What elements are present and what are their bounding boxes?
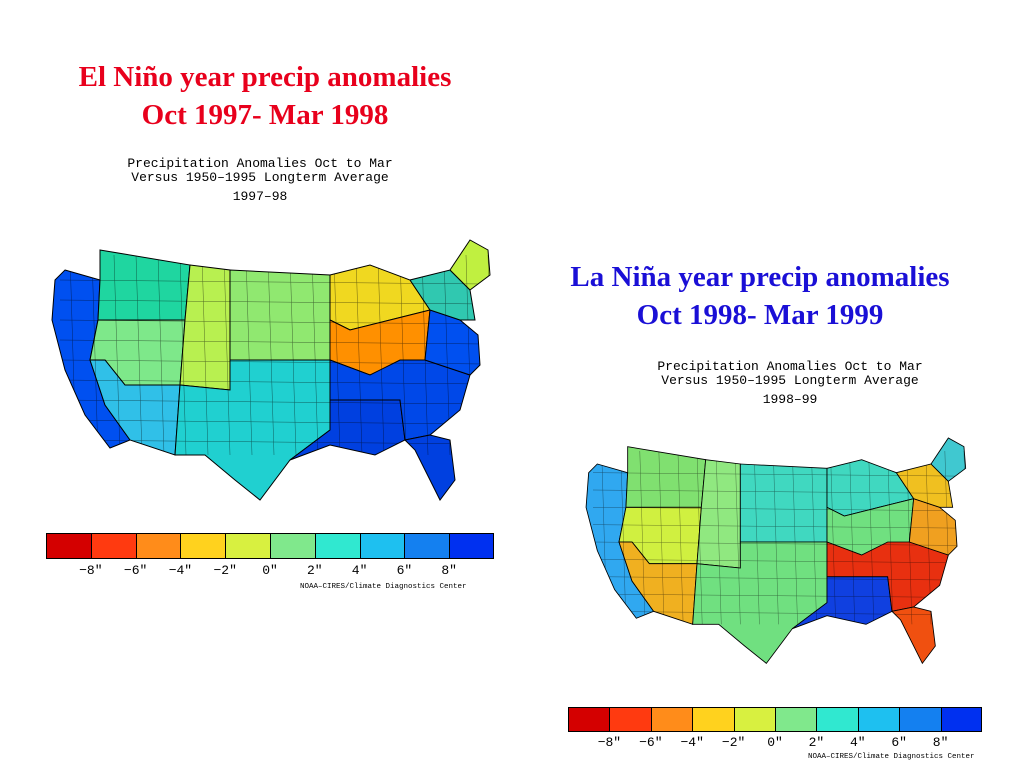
legend-swatch: [225, 533, 270, 559]
legend-tick-label: 8″: [932, 735, 949, 750]
legend-swatch: [449, 533, 494, 559]
region-maine: [449, 239, 491, 291]
legend-tick-label: −2″: [213, 563, 237, 578]
map-heading: Precipitation Anomalies Oct to Mar Versu…: [560, 360, 1020, 407]
legend-swatch: [774, 707, 817, 732]
legend-swatch: [568, 707, 610, 732]
map-heading-line1: Precipitation Anomalies Oct to Mar: [657, 359, 923, 374]
legend-tick-label: 2″: [808, 735, 825, 750]
legend-tick-label: −6″: [123, 563, 148, 578]
legend-swatch: [269, 533, 315, 559]
region-florida: [891, 606, 936, 665]
legend-swatch: [899, 707, 941, 732]
legend-swatch: [650, 707, 693, 732]
legend-tick-label: −8″: [597, 735, 622, 750]
legend-swatch: [180, 533, 226, 559]
legend-swatch: [46, 533, 91, 559]
legend-ticks: −8″ −6″ −4″ −2″ 0″ 2″ 4″ 6″ 8″: [46, 563, 494, 579]
la-nina-title-line1: La Niña year precip anomalies: [570, 261, 950, 293]
la-nina-title: La Niña year precip anomalies Oct 1998- …: [515, 258, 1005, 334]
legend-tick-label: 6″: [396, 563, 413, 578]
source-credit: NOAA–CIRES/Climate Diagnostics Center: [808, 753, 975, 761]
el-nino-title-line1: El Niño year precip anomalies: [78, 61, 452, 93]
la-nina-title-line2: Oct 1998- Mar 1999: [636, 299, 884, 331]
legend-swatch: [359, 533, 405, 559]
legend-tick-label: 4″: [351, 563, 368, 578]
legend-tick-label: 0″: [262, 563, 278, 578]
legend-swatch: [692, 707, 734, 732]
legend-swatch: [404, 533, 450, 559]
region-maine: [930, 437, 967, 482]
legend-tick-label: 8″: [441, 563, 457, 578]
region-northern-plains: [229, 269, 331, 361]
legend-tick-label: −4″: [168, 563, 193, 578]
legend-swatch: [135, 533, 181, 559]
el-nino-map-panel: Precipitation Anomalies Oct to Mar Versu…: [30, 150, 510, 600]
legend-tick-label: −2″: [721, 735, 746, 750]
legend-swatch: [816, 707, 858, 732]
legend-tick-label: 0″: [767, 735, 783, 750]
legend-tick-label: −4″: [680, 735, 704, 750]
el-nino-title-line2: Oct 1997- Mar 1998: [141, 99, 389, 131]
legend-swatch: [90, 533, 136, 559]
color-legend: [568, 707, 982, 732]
region-florida: [403, 434, 456, 501]
el-nino-title: El Niño year precip anomalies Oct 1997- …: [20, 58, 510, 134]
legend-ticks: −8″ −6″ −4″ −2″ 0″ 2″ 4″ 6″ 8″: [568, 735, 982, 751]
legend-swatch: [609, 707, 651, 732]
legend-swatch: [733, 707, 775, 732]
legend-swatch: [940, 707, 982, 732]
map-heading-line1: Precipitation Anomalies Oct to Mar: [127, 156, 393, 171]
el-nino-precip-map: [51, 239, 491, 501]
map-heading-line2: Versus 1950–1995 Longterm Average: [131, 170, 389, 185]
map-period: 1997–98: [232, 189, 288, 204]
region-northwest-interior: [97, 249, 191, 321]
legend-tick-label: 6″: [891, 735, 907, 750]
legend-swatch: [314, 533, 360, 559]
color-legend: [46, 533, 494, 559]
legend-swatch: [857, 707, 900, 732]
legend-tick-label: −6″: [639, 735, 663, 750]
map-heading-line2: Versus 1950–1995 Longterm Average: [661, 373, 919, 388]
la-nina-map-panel: Precipitation Anomalies Oct to Mar Versu…: [550, 352, 1020, 768]
region-northwest-interior: [625, 446, 707, 508]
region-northern-plains: [739, 463, 828, 543]
legend-tick-label: 2″: [306, 563, 323, 578]
la-nina-precip-map: [585, 437, 967, 665]
legend-tick-label: −8″: [79, 563, 103, 578]
map-period: 1998–99: [762, 392, 818, 407]
map-heading: Precipitation Anomalies Oct to Mar Versu…: [10, 157, 510, 204]
legend-tick-label: 4″: [849, 735, 866, 750]
source-credit: NOAA–CIRES/Climate Diagnostics Center: [300, 583, 467, 591]
